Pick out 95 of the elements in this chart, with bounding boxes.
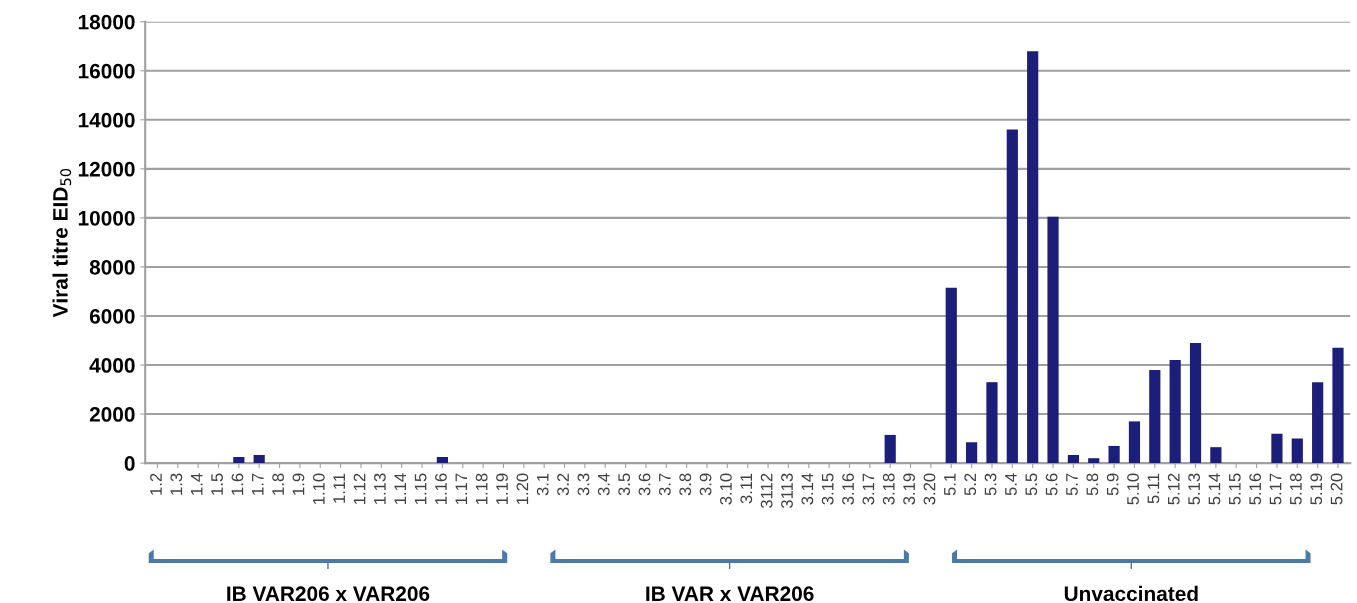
x-tick-label: 1.12 (353, 473, 366, 504)
bar (253, 455, 265, 464)
x-tick-label: 3.19 (903, 473, 916, 505)
bar (1006, 129, 1018, 464)
y-tick-label: 8000 (89, 259, 135, 275)
x-tick-label: 1.8 (272, 473, 285, 495)
bar (436, 456, 448, 464)
x-tick-label: 1.2 (150, 473, 162, 495)
y-tick-label: 2000 (89, 407, 135, 422)
x-tick-label: 5.2 (964, 473, 977, 496)
x-tick-label: 1.19 (496, 473, 508, 504)
bar (1088, 458, 1100, 464)
y-tick-label: 18000 (78, 14, 135, 30)
x-tick-label: 1.14 (394, 473, 406, 504)
text: Unvaccinated (1064, 585, 1198, 602)
bar (1332, 347, 1344, 464)
x-tick-label: 1.9 (292, 473, 305, 495)
bar (1128, 421, 1141, 464)
x-tick-label: 1.4 (190, 473, 203, 495)
bar (1210, 447, 1222, 464)
x-tick-label: 5.15 (1229, 473, 1241, 505)
x-tick-label: 1.20 (516, 473, 529, 504)
x-tick-label: 5.6 (1045, 473, 1058, 496)
x-tick-label: 3.6 (638, 473, 651, 496)
x-tick-label: 5.10 (1127, 473, 1139, 505)
bar (1169, 360, 1181, 464)
x-tick-label: 3112 (760, 473, 773, 509)
y-axis-title: Viral titre EID$_{50}$ (52, 168, 72, 318)
x-tick-label: 3.16 (842, 473, 854, 505)
x-tick-label: 1.11 (333, 473, 345, 503)
bar (1108, 445, 1120, 464)
x-tick-label: 1.5 (211, 473, 223, 495)
x-tick-label: 3.11 (740, 473, 753, 504)
x-tick-label: 5.1 (944, 473, 956, 496)
bar (1149, 369, 1161, 464)
x-tick-label: 3.5 (618, 473, 631, 496)
x-tick-label: 5.14 (1208, 473, 1221, 505)
x-tick-label: 3.3 (577, 473, 590, 496)
x-tick-label: 5.3 (984, 473, 997, 496)
x-tick-label: 3.17 (862, 473, 875, 505)
bar (1312, 382, 1324, 464)
bar (1189, 342, 1202, 464)
x-tick-label: 5.9 (1106, 473, 1119, 496)
x-tick-label: 1.16 (435, 473, 447, 504)
x-tick-label: 5.7 (1066, 473, 1078, 496)
text: IB VAR x VAR206 (646, 586, 814, 602)
x-tick-label: 1.10 (312, 473, 325, 504)
bar (966, 442, 978, 464)
x-tick-label: 5.11 (1147, 473, 1160, 504)
bar (1067, 455, 1079, 464)
x-tick-label: 5.12 (1167, 473, 1180, 505)
x-tick-label: 5.20 (1330, 473, 1343, 505)
x-tick-label: 5.17 (1269, 473, 1282, 505)
bar (233, 456, 245, 464)
x-tick-label: 3.2 (557, 473, 569, 496)
x-tick-label: 3.14 (801, 473, 814, 505)
y-tick-label: 6000 (89, 308, 135, 324)
x-tick-label: 5.19 (1310, 473, 1323, 505)
x-tick-label: 5.13 (1188, 473, 1200, 505)
x-tick-label: 3.8 (679, 473, 692, 496)
x-tick-label: 1.18 (475, 473, 488, 504)
text: IB VAR206 x VAR206 (227, 586, 430, 602)
y-tick-label: 16000 (78, 63, 135, 79)
y-tick-label: 0 (124, 456, 135, 471)
x-tick-label: 3.9 (699, 473, 712, 496)
x-tick-label: 3113 (781, 473, 793, 509)
y-tick-label: 10000 (78, 210, 135, 226)
bar (1291, 438, 1303, 464)
x-tick-label: 1.13 (373, 473, 386, 504)
x-tick-label: 1.15 (414, 473, 427, 504)
x-tick-label: 3.7 (658, 473, 671, 496)
x-tick-label: 5.16 (1249, 473, 1262, 505)
x-tick-label: 1.3 (170, 473, 183, 495)
bar (1027, 51, 1039, 464)
y-tick-label: 12000 (78, 161, 135, 177)
x-tick-label: 3.4 (597, 473, 610, 496)
bar (1271, 433, 1283, 464)
x-tick-label: 3.1 (536, 473, 549, 496)
y-tick-label: 14000 (78, 112, 135, 128)
x-tick-label: 3.15 (821, 473, 834, 505)
x-tick-label: 5.18 (1289, 473, 1302, 505)
x-tick-label: 5.4 (1005, 473, 1017, 496)
x-tick-label: 1.7 (252, 473, 264, 495)
x-tick-label: 3.10 (720, 473, 732, 505)
x-tick-label: 1.17 (455, 473, 468, 504)
x-tick-label: 5.5 (1025, 473, 1038, 496)
bar (945, 287, 957, 464)
y-tick-label: 4000 (89, 358, 135, 373)
x-tick-label: 5.8 (1086, 473, 1099, 496)
x-tick-label: 3.18 (882, 473, 895, 505)
bar (986, 382, 998, 464)
x-tick-label: 3.20 (923, 473, 936, 505)
bar (884, 434, 896, 464)
bar (1047, 216, 1059, 464)
x-tick-label: 1.6 (231, 473, 244, 495)
